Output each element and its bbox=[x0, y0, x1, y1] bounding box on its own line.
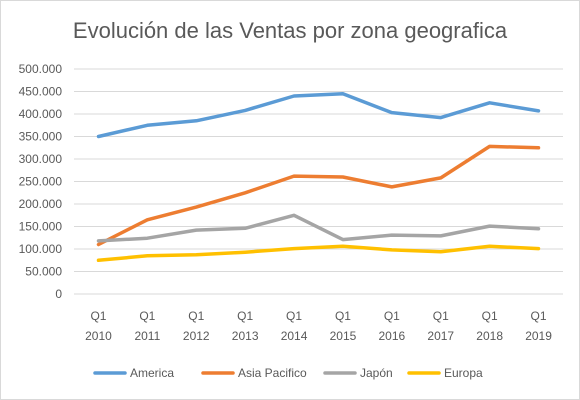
x-tick-label: Q1 bbox=[335, 309, 351, 323]
chart-title: Evolución de las Ventas por zona geograf… bbox=[72, 18, 508, 43]
legend-label: Europa bbox=[444, 366, 483, 380]
x-tick-label: 2015 bbox=[330, 329, 357, 343]
series-line-japón bbox=[96, 213, 541, 243]
series-line-america bbox=[96, 92, 541, 139]
series-line-asia-pacifico bbox=[96, 144, 541, 247]
x-tick-label: 2018 bbox=[476, 329, 503, 343]
x-axis: Q1 2010 Q1 2011 Q1 2012 Q1 2013 Q1 2014 Q1 2015 Q1 20… bbox=[85, 309, 552, 343]
y-tick-label: 300.000 bbox=[19, 152, 63, 166]
y-tick-label: 0 bbox=[55, 287, 62, 301]
y-tick-label: 400.000 bbox=[19, 107, 63, 121]
y-axis: 0 50.000 100.000 150.000 200.000 250.000 300.0… bbox=[19, 62, 63, 301]
y-tick-label: 500.000 bbox=[19, 62, 63, 76]
x-tick-label: Q1 bbox=[90, 309, 106, 323]
x-tick-label: Q1 bbox=[482, 309, 498, 323]
legend-label: America bbox=[130, 366, 174, 380]
x-tick-label: Q1 bbox=[433, 309, 449, 323]
y-tick-label: 250.000 bbox=[19, 175, 63, 189]
x-tick-label: Q1 bbox=[384, 309, 400, 323]
y-tick-label: 100.000 bbox=[19, 242, 63, 256]
x-tick-label: Q1 bbox=[237, 309, 253, 323]
legend-label: Asia Pacifico bbox=[238, 366, 307, 380]
x-tick-label: Q1 bbox=[139, 309, 155, 323]
series-lines bbox=[96, 92, 541, 263]
y-tick-label: 150.000 bbox=[19, 220, 63, 234]
y-tick-label: 200.000 bbox=[19, 197, 63, 211]
x-tick-label: 2019 bbox=[525, 329, 552, 343]
x-tick-label: Q1 bbox=[286, 309, 302, 323]
x-tick-label: 2013 bbox=[232, 329, 259, 343]
x-tick-label: 2017 bbox=[427, 329, 454, 343]
x-tick-label: Q1 bbox=[188, 309, 204, 323]
x-tick-label: 2010 bbox=[85, 329, 112, 343]
y-tick-label: 350.000 bbox=[19, 130, 63, 144]
x-tick-label: 2012 bbox=[183, 329, 210, 343]
x-tick-label: Q1 bbox=[531, 309, 547, 323]
y-tick-label: 50.000 bbox=[25, 265, 62, 279]
legend-label: Japón bbox=[360, 366, 393, 380]
x-tick-label: 2011 bbox=[134, 329, 160, 343]
legend: America Asia Pacifico Japón Europa bbox=[93, 366, 483, 380]
x-tick-label: 2016 bbox=[378, 329, 405, 343]
x-tick-label: 2014 bbox=[281, 329, 308, 343]
y-tick-label: 450.000 bbox=[19, 85, 63, 99]
series-line-europa bbox=[96, 244, 541, 263]
